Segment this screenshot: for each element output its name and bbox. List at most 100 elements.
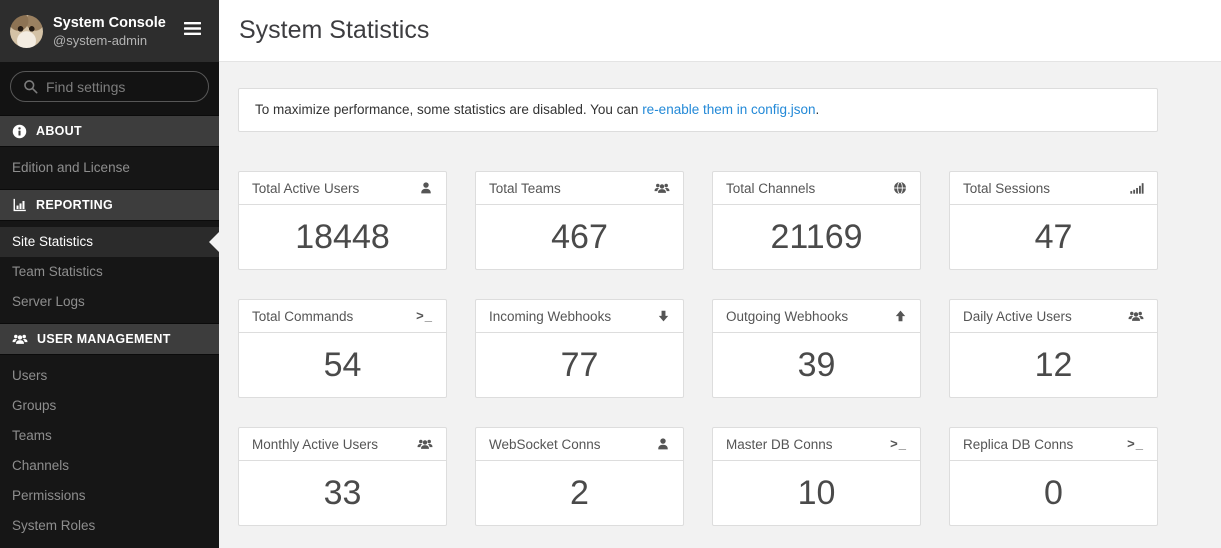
stat-card-header: Replica DB Conns >_ [950, 428, 1157, 461]
stat-card-title: WebSocket Conns [489, 436, 601, 452]
stat-card-value: 54 [323, 345, 362, 384]
sidebar-item-users[interactable]: Users [12, 368, 48, 383]
sidebar-header-names: System Console @system-admin [53, 14, 182, 49]
stat-card-daily-active-users: Daily Active Users 12 [949, 299, 1158, 398]
stat-card-total-teams: Total Teams 467 [475, 171, 684, 270]
search-icon [23, 79, 38, 94]
stat-card-title: Outgoing Webhooks [726, 308, 849, 324]
stat-card-value: 47 [1034, 217, 1073, 256]
sidebar-item-groups[interactable]: Groups [12, 398, 57, 413]
info-circle-icon [12, 124, 27, 139]
hamburger-menu-button[interactable] [182, 20, 203, 42]
stats-grid: Total Active Users 18448 Total Teams 467 Tot… [238, 171, 1221, 526]
stat-card-header: Total Teams [476, 172, 683, 205]
stat-card-total-channels: Total Channels 21169 [712, 171, 921, 270]
sidebar-item-system-roles[interactable]: System Roles [12, 518, 96, 533]
stat-card-header: Monthly Active Users [239, 428, 446, 461]
stat-card-header: Incoming Webhooks [476, 300, 683, 333]
console-title: System Console [53, 14, 166, 31]
hamburger-icon [184, 22, 201, 40]
section-header-about: ABOUT [0, 115, 219, 147]
sidebar-item-site-statistics[interactable]: Site Statistics [0, 227, 219, 257]
sidebar-item-teams[interactable]: Teams [12, 428, 52, 443]
main-area: System Statistics To maximize performanc… [219, 0, 1221, 548]
stat-card-title: Total Sessions [963, 180, 1051, 196]
section-items: Edition and License [0, 147, 219, 189]
stat-card-value: 18448 [295, 217, 390, 256]
stat-card-websocket-conns: WebSocket Conns 2 [475, 427, 684, 526]
admin-sidebar: System Console @system-admin ABOUT Editio… [0, 0, 219, 548]
terminal-icon: >_ [1127, 436, 1144, 451]
stat-card-title: Daily Active Users [963, 308, 1072, 324]
users-icon [1128, 309, 1144, 323]
globe-icon [893, 181, 907, 195]
bar-chart-icon [12, 198, 27, 212]
stat-card-outgoing-webhooks: Outgoing Webhooks 39 [712, 299, 921, 398]
main-header: System Statistics [219, 0, 1221, 62]
stat-card-value: 0 [1044, 473, 1063, 512]
stat-card-header: Total Channels [713, 172, 920, 205]
stat-card-total-active-users: Total Active Users 18448 [238, 171, 447, 270]
section-label: REPORTING [36, 198, 114, 212]
section-items: Users Groups Teams Channels Permissions Syste… [0, 355, 219, 547]
signal-icon [1130, 181, 1144, 195]
stat-card-title: Master DB Conns [726, 436, 833, 452]
stat-card-title: Total Active Users [252, 180, 360, 196]
user-icon [419, 181, 433, 195]
stat-card-total-sessions: Total Sessions 47 [949, 171, 1158, 270]
stat-card-value: 21169 [770, 217, 863, 256]
stat-card-title: Total Channels [726, 180, 816, 196]
terminal-icon: >_ [416, 308, 433, 323]
arrow-down-icon [657, 309, 670, 323]
stat-card-master-db-conns: Master DB Conns >_ 10 [712, 427, 921, 526]
sidebar-header: System Console @system-admin [0, 0, 219, 62]
sidebar-item-permissions[interactable]: Permissions [12, 488, 86, 503]
stat-card-title: Total Teams [489, 180, 561, 196]
stat-card-monthly-active-users: Monthly Active Users 33 [238, 427, 447, 526]
stat-card-header: Total Commands >_ [239, 300, 446, 333]
sidebar-item-team-statistics[interactable]: Team Statistics [12, 264, 103, 279]
notice-banner: To maximize performance, some statistics… [238, 88, 1158, 132]
section-header-reporting: REPORTING [0, 189, 219, 221]
stat-card-header: Outgoing Webhooks [713, 300, 920, 333]
stat-card-title: Total Commands [252, 308, 354, 324]
stat-card-value: 2 [570, 473, 589, 512]
sidebar-item-channels[interactable]: Channels [12, 458, 70, 473]
stat-card-title: Replica DB Conns [963, 436, 1074, 452]
stat-card-value: 33 [323, 473, 362, 512]
banner-config-link[interactable]: re-enable them in config.json [642, 102, 816, 117]
sidebar-item-edition-and-license[interactable]: Edition and License [12, 160, 130, 175]
stat-card-title: Monthly Active Users [252, 436, 379, 452]
user-icon [656, 437, 670, 451]
stat-card-header: Master DB Conns >_ [713, 428, 920, 461]
stat-card-value: 77 [560, 345, 599, 384]
search-box[interactable] [10, 71, 209, 102]
banner-text-before: To maximize performance, some statistics… [255, 102, 643, 117]
users-icon [12, 332, 28, 346]
terminal-icon: >_ [890, 436, 907, 451]
stat-card-replica-db-conns: Replica DB Conns >_ 0 [949, 427, 1158, 526]
section-items: Site Statistics Team Statistics Server Log… [0, 221, 219, 323]
stat-card-header: Total Active Users [239, 172, 446, 205]
sidebar-item-server-logs[interactable]: Server Logs [12, 294, 85, 309]
section-header-user-management: USER MANAGEMENT [0, 323, 219, 355]
avatar[interactable] [10, 14, 43, 48]
users-icon [417, 437, 433, 451]
stat-card-value: 12 [1034, 345, 1073, 384]
stat-card-header: Total Sessions [950, 172, 1157, 205]
section-label: USER MANAGEMENT [37, 332, 171, 346]
stat-card-total-commands: Total Commands >_ 54 [238, 299, 447, 398]
sidebar-nav: ABOUT Edition and License REPORTING Site St… [0, 115, 219, 548]
stat-card-incoming-webhooks: Incoming Webhooks 77 [475, 299, 684, 398]
content: To maximize performance, some statistics… [219, 62, 1221, 526]
users-icon [654, 181, 670, 195]
console-username: @system-admin [53, 32, 148, 48]
section-label: ABOUT [36, 124, 82, 138]
stat-card-value: 39 [797, 345, 836, 384]
settings-search [0, 62, 219, 115]
stat-card-title: Incoming Webhooks [489, 308, 612, 324]
page-title: System Statistics [239, 16, 430, 44]
search-input[interactable] [46, 78, 196, 95]
stat-card-header: WebSocket Conns [476, 428, 683, 461]
